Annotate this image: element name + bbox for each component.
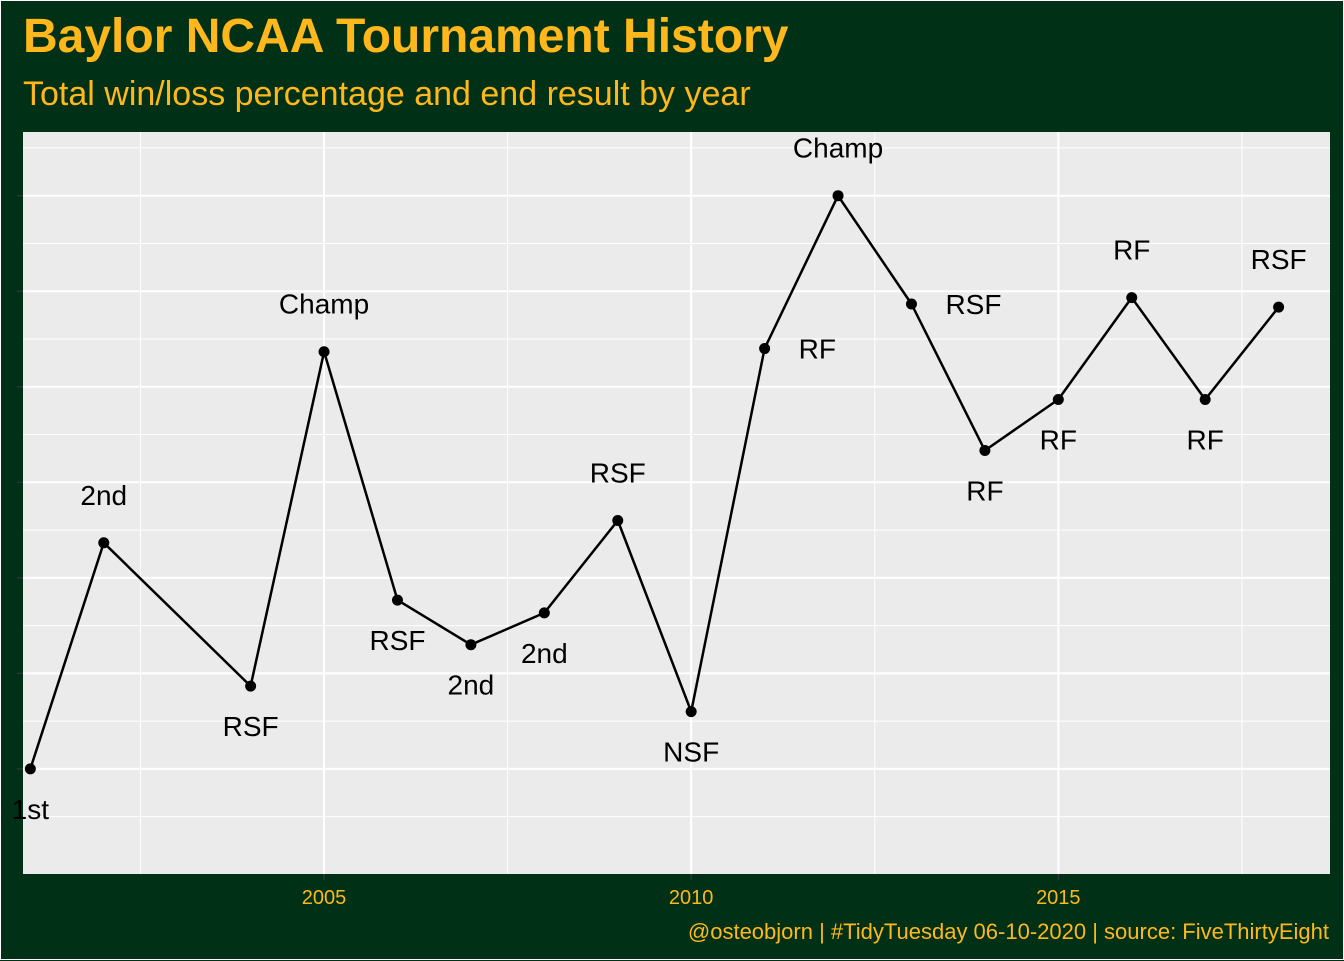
x-tick-label: 2010 xyxy=(669,887,714,909)
chart-subtitle: Total win/loss percentage and end result… xyxy=(23,75,751,113)
data-point xyxy=(979,444,991,456)
data-point xyxy=(1199,394,1211,406)
data-label: 2nd xyxy=(448,670,495,701)
data-label: 2nd xyxy=(80,480,127,511)
data-label: RF xyxy=(966,475,1003,506)
data-label: RSF xyxy=(223,711,279,742)
chart-title: Baylor NCAA Tournament History xyxy=(23,10,789,63)
data-label: 2nd xyxy=(521,638,568,669)
data-label: Champ xyxy=(793,133,883,164)
data-point xyxy=(1126,292,1138,304)
data-point xyxy=(24,763,36,775)
data-label: RF xyxy=(1113,235,1150,266)
data-point xyxy=(1052,394,1064,406)
data-point xyxy=(1273,301,1285,313)
chart-caption: @osteobjorn | #TidyTuesday 06-10-2020 | … xyxy=(687,919,1329,944)
data-point xyxy=(465,639,477,651)
data-point xyxy=(612,515,624,527)
data-point xyxy=(318,346,330,358)
data-label: NSF xyxy=(663,737,719,768)
data-label: RSF xyxy=(369,625,425,656)
data-label: 1st xyxy=(12,794,50,825)
data-label: Champ xyxy=(279,289,369,320)
x-tick-label: 2005 xyxy=(302,887,347,909)
data-point xyxy=(98,537,110,549)
data-label: RSF xyxy=(1251,244,1307,275)
data-points xyxy=(24,190,1285,775)
data-label: RSF xyxy=(590,458,646,489)
x-tick-label: 2015 xyxy=(1036,887,1081,909)
data-label: RF xyxy=(1040,425,1077,456)
data-point xyxy=(832,190,844,202)
data-point xyxy=(685,706,697,718)
data-label: RF xyxy=(799,334,836,365)
data-point xyxy=(905,298,917,310)
data-point xyxy=(245,680,257,692)
data-label: RF xyxy=(1187,425,1224,456)
data-point xyxy=(538,607,550,619)
data-labels: 1st 2nd RSF Champ RSF 2nd 2nd RSF NSF RF Champ RSF R… xyxy=(12,133,1307,825)
axis-ticks: 2005 2010 2015 xyxy=(17,194,1081,909)
data-label: RSF xyxy=(945,289,1001,320)
plot-panel xyxy=(23,132,1330,874)
data-point xyxy=(759,343,771,355)
data-point xyxy=(391,594,403,606)
gridlines xyxy=(23,132,1330,874)
